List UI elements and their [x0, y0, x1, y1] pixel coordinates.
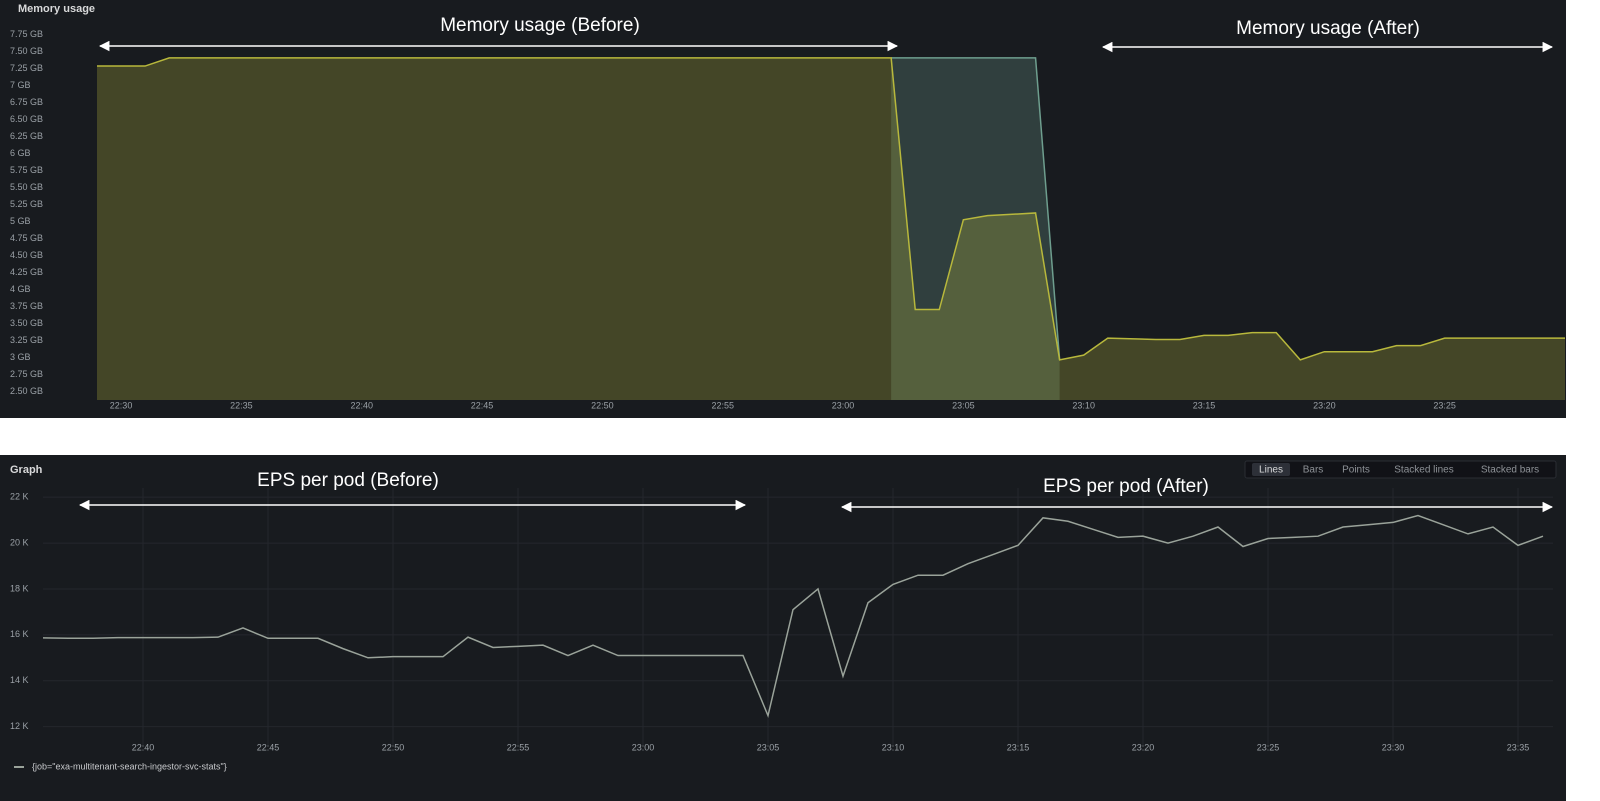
x-tick-label: 23:20 [1132, 742, 1155, 752]
area-fill [97, 57, 1565, 401]
annotation: EPS per pod (After) [1043, 476, 1209, 497]
y-tick-label: 3 GB [10, 352, 31, 362]
y-tick-label: 5.50 GB [10, 182, 43, 192]
view-mode-button[interactable]: Stacked lines [1394, 465, 1453, 476]
x-tick-label: 22:55 [711, 400, 734, 410]
x-tick-label: 22:50 [382, 742, 405, 752]
series-line [97, 57, 1565, 361]
x-tick-label: 22:40 [132, 742, 155, 752]
panel-title: Graph [10, 464, 43, 476]
x-tick-label: 22:30 [110, 400, 133, 410]
x-tick-label: 22:55 [507, 742, 530, 752]
eps-panel [0, 455, 1566, 801]
legend-label: {job="exa-multitenant-search-ingestor-sv… [32, 761, 227, 771]
y-tick-label: 5 GB [10, 216, 31, 226]
y-tick-label: 12 K [10, 721, 29, 731]
annotation: Memory usage (Before) [440, 15, 640, 36]
view-mode-button[interactable]: Stacked bars [1481, 465, 1539, 476]
y-tick-label: 3.75 GB [10, 301, 43, 311]
x-tick-label: 23:15 [1007, 742, 1030, 752]
x-tick-label: 23:25 [1257, 742, 1280, 752]
y-tick-label: 6.50 GB [10, 114, 43, 124]
x-tick-label: 23:05 [757, 742, 780, 752]
y-tick-label: 2.50 GB [10, 386, 43, 396]
panel-title: Memory usage [18, 3, 95, 15]
y-tick-label: 5.25 GB [10, 199, 43, 209]
view-mode-button[interactable]: Lines [1259, 465, 1283, 476]
x-tick-label: 23:00 [832, 400, 855, 410]
y-tick-label: 18 K [10, 583, 29, 593]
y-tick-label: 7.25 GB [10, 63, 43, 73]
y-tick-label: 3.50 GB [10, 318, 43, 328]
x-tick-label: 23:10 [882, 742, 905, 752]
y-tick-label: 14 K [10, 675, 29, 685]
x-tick-label: 23:10 [1072, 400, 1095, 410]
y-tick-label: 6 GB [10, 148, 31, 158]
x-tick-label: 22:35 [230, 400, 253, 410]
y-tick-label: 7 GB [10, 80, 31, 90]
view-mode-bar [1244, 460, 1557, 479]
area-fill [891, 57, 1060, 401]
y-tick-label: 4.50 GB [10, 250, 43, 260]
x-tick-label: 22:40 [350, 400, 373, 410]
annotation: EPS per pod (Before) [257, 470, 439, 491]
x-tick-label: 23:25 [1433, 400, 1456, 410]
memory-panel [0, 0, 1566, 418]
y-tick-label: 3.25 GB [10, 335, 43, 345]
y-tick-label: 4 GB [10, 284, 31, 294]
view-mode-button[interactable]: Bars [1303, 465, 1324, 476]
y-tick-label: 7.75 GB [10, 29, 43, 39]
annotation: Memory usage (After) [1236, 18, 1420, 39]
x-tick-label: 22:50 [591, 400, 614, 410]
view-mode-active [1252, 463, 1290, 476]
y-tick-label: 6.75 GB [10, 97, 43, 107]
x-tick-label: 23:20 [1313, 400, 1336, 410]
y-tick-label: 7.50 GB [10, 46, 43, 56]
view-mode-button[interactable]: Points [1342, 465, 1370, 476]
x-tick-label: 23:05 [952, 400, 975, 410]
x-tick-label: 22:45 [257, 742, 280, 752]
y-tick-label: 5.75 GB [10, 165, 43, 175]
y-tick-label: 22 K [10, 492, 29, 502]
y-tick-label: 2.75 GB [10, 369, 43, 379]
y-tick-label: 20 K [10, 537, 29, 547]
series-line [891, 57, 1061, 360]
y-tick-label: 16 K [10, 629, 29, 639]
x-tick-label: 23:35 [1507, 742, 1530, 752]
series-line [42, 514, 1544, 719]
y-tick-label: 4.75 GB [10, 233, 43, 243]
x-tick-label: 23:30 [1382, 742, 1405, 752]
y-tick-label: 4.25 GB [10, 267, 43, 277]
x-tick-label: 23:00 [632, 742, 655, 752]
x-tick-label: 22:45 [471, 400, 494, 410]
x-tick-label: 23:15 [1193, 400, 1216, 410]
y-tick-label: 6.25 GB [10, 131, 43, 141]
